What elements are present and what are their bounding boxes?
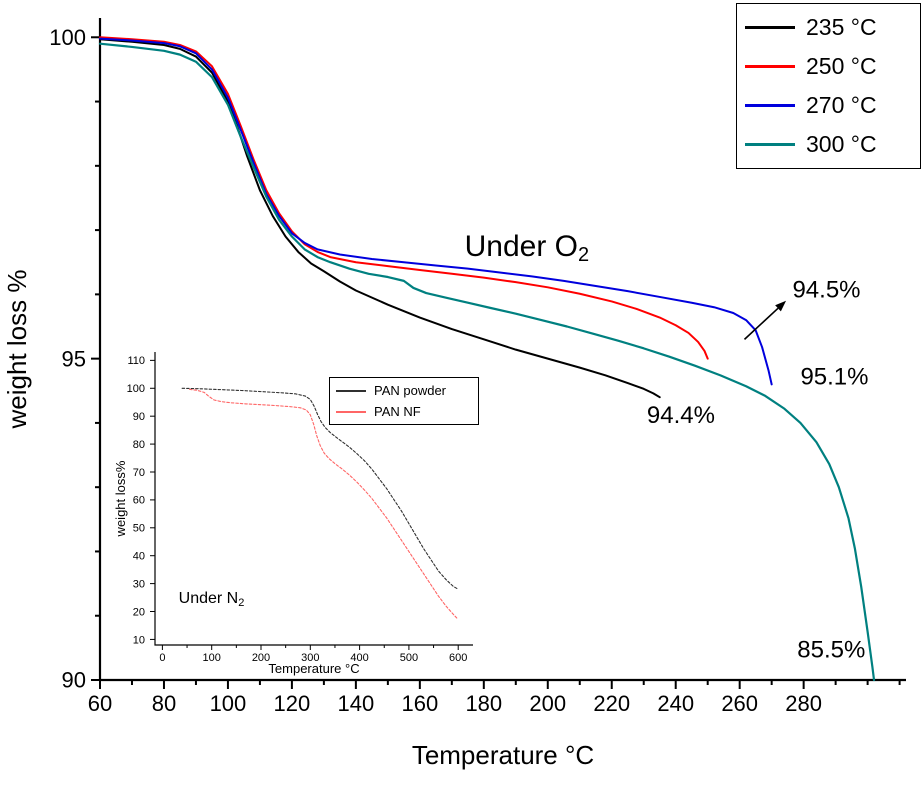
- legend-item: 235 °C: [745, 8, 912, 47]
- series-line-inset-0: [181, 387, 459, 590]
- x-tick-label: 300: [301, 652, 319, 664]
- x-tick-label: 0: [159, 652, 165, 664]
- x-tick-label: 180: [465, 691, 502, 716]
- y-tick-label: 60: [133, 495, 145, 507]
- annotation-text: 94.4%: [647, 402, 715, 429]
- legend-label: PAN NF: [374, 404, 421, 419]
- series-line-main-0: [99, 38, 661, 399]
- legend-item: PAN NF: [336, 401, 472, 422]
- inset-legend: PAN powder PAN NF: [329, 377, 479, 425]
- legend-label: 300 °C: [806, 131, 877, 157]
- x-tick-label: 220: [593, 691, 630, 716]
- y-tick-label: 20: [133, 606, 145, 618]
- legend-label: 235 °C: [806, 14, 877, 40]
- annotation-arrow-head: [775, 300, 787, 312]
- legend-item: 270 °C: [745, 86, 912, 125]
- series-line-main-3: [98, 42, 876, 682]
- legend-label: PAN powder: [374, 383, 447, 398]
- y-tick-label: 100: [49, 25, 86, 50]
- legend-line-swatch: [336, 389, 366, 392]
- x-tick-label: 120: [274, 691, 311, 716]
- y-tick-label: 70: [133, 467, 145, 479]
- y-tick-label: 90: [62, 668, 86, 693]
- x-tick-label: 100: [210, 691, 247, 716]
- annotation-text: Under O2: [465, 230, 590, 266]
- legend-item: 300 °C: [745, 125, 912, 164]
- legend-line-swatch: [745, 26, 795, 29]
- annotation-text: Under N2: [179, 590, 245, 609]
- series-line-main-1: [99, 36, 709, 360]
- y-tick-label: 40: [133, 551, 145, 563]
- legend-line-swatch: [745, 104, 795, 107]
- y-tick-label: 95: [62, 346, 86, 371]
- x-tick-label: 100: [203, 652, 221, 664]
- legend-label: 270 °C: [806, 92, 877, 118]
- y-tick-label: 50: [133, 523, 145, 535]
- series-line-inset-1: [188, 388, 458, 620]
- annotation-text: 85.5%: [797, 637, 865, 664]
- series-line-main-2: [99, 37, 773, 386]
- legend-line-swatch: [336, 410, 366, 413]
- legend-item: PAN powder: [336, 380, 472, 401]
- x-tick-label: 240: [657, 691, 694, 716]
- main-x-axis-title: Temperature °C: [412, 740, 594, 770]
- chart-main: 60 80 100 120 140 160 180 200 220 240 260 280909510…: [2, 18, 906, 770]
- legend-line-swatch: [745, 65, 795, 68]
- y-tick-label: 30: [133, 578, 145, 590]
- annotation-arrow-line: [743, 307, 779, 340]
- y-tick-label: 100: [127, 383, 145, 395]
- x-tick-label: 500: [400, 652, 418, 664]
- x-tick-label: 400: [350, 652, 368, 664]
- x-tick-label: 200: [529, 691, 566, 716]
- legend-item: 250 °C: [745, 47, 912, 86]
- legend-line-swatch: [745, 143, 795, 146]
- main-y-axis-title: weight loss %: [2, 270, 32, 430]
- inset-axes: [154, 352, 473, 646]
- x-tick-label: 280: [785, 691, 822, 716]
- main-legend: 235 °C 250 °C 270 °C 300 °C: [736, 3, 921, 169]
- chart-inset: 0 100 200 300 400 500 600 10 20 30 40 50 60 70 80 90 100…: [113, 352, 473, 676]
- annotation-text: 95.1%: [800, 363, 868, 390]
- x-tick-label: 160: [401, 691, 438, 716]
- inset-x-axis-title: Temperature °C: [268, 661, 359, 676]
- y-tick-label: 110: [127, 355, 145, 367]
- x-tick-label: 140: [338, 691, 375, 716]
- x-tick-label: 260: [721, 691, 758, 716]
- y-tick-label: 10: [133, 634, 145, 646]
- x-tick-label: 600: [449, 652, 467, 664]
- inset-y-axis-title: weight loss%: [113, 460, 128, 537]
- x-tick-label: 80: [152, 691, 176, 716]
- annotation-text: 94.5%: [792, 277, 860, 304]
- y-tick-label: 80: [133, 439, 145, 451]
- y-tick-label: 90: [133, 411, 145, 423]
- legend-label: 250 °C: [806, 53, 877, 79]
- x-tick-label: 200: [252, 652, 270, 664]
- x-tick-label: 60: [88, 691, 112, 716]
